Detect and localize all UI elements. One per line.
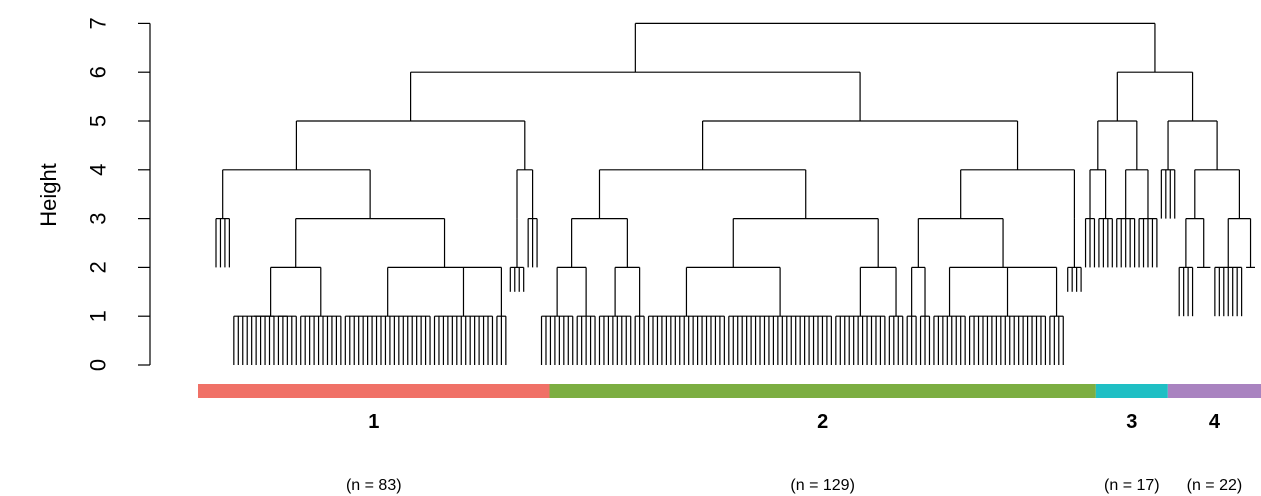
y-tick-label: 2	[86, 261, 111, 273]
y-axis: 0 1 2 3 4 5 6 7	[86, 17, 151, 371]
cluster-bar-1	[198, 384, 550, 398]
cluster-count-1: (n = 83)	[346, 477, 402, 494]
y-tick-label: 7	[86, 17, 111, 29]
cluster-count-2: (n = 129)	[790, 477, 854, 494]
cluster-labels: 1 (n = 83) 2 (n = 129) 3 (n = 17) 4 (n = 22)	[346, 411, 1242, 494]
y-axis-label: Height	[36, 163, 61, 227]
y-tick-label: 6	[86, 66, 111, 78]
cluster-label-2: 2	[817, 411, 828, 433]
y-tick-label: 5	[86, 115, 111, 127]
cluster-color-bar	[198, 384, 1261, 398]
cluster-label-1: 1	[368, 411, 379, 433]
cluster-label-4: 4	[1209, 411, 1221, 433]
cluster-label-3: 3	[1126, 411, 1137, 433]
y-tick-label: 1	[86, 310, 111, 322]
cluster-count-4: (n = 22)	[1187, 477, 1243, 494]
y-tick-label: 3	[86, 212, 111, 224]
dendrogram-tree	[215, 22, 1255, 365]
y-tick-label: 4	[86, 164, 111, 176]
cluster-bar-3	[1095, 384, 1168, 398]
cluster-count-3: (n = 17)	[1104, 477, 1160, 494]
cluster-bar-2	[549, 384, 1096, 398]
cluster-bar-4	[1167, 384, 1261, 398]
y-tick-label: 0	[86, 359, 111, 371]
